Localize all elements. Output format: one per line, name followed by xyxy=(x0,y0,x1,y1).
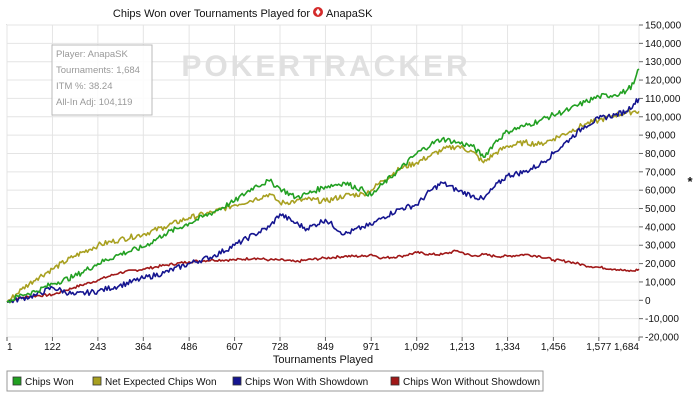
x-tick-label: 122 xyxy=(44,342,61,353)
chart-title: Chips Won over Tournaments Played for xyxy=(113,8,310,20)
x-tick-label: 1,577 xyxy=(586,342,611,353)
x-tick-label: 728 xyxy=(272,342,289,353)
legend-swatch xyxy=(92,376,102,386)
watermark: POKERTRACKER xyxy=(181,50,470,83)
y-tick-label: 110,000 xyxy=(645,94,681,105)
player-icon xyxy=(313,7,323,17)
y-tick-label: 100,000 xyxy=(645,112,682,123)
series-line xyxy=(6,109,640,303)
legend-label: Net Expected Chips Won xyxy=(105,377,217,388)
y-tick-label: 130,000 xyxy=(645,57,682,68)
y-tick-label: -10,000 xyxy=(645,314,679,325)
y-tick-label: -20,000 xyxy=(645,333,679,344)
info-box-line: Player: AnapaSK xyxy=(56,49,128,60)
series-line xyxy=(6,68,640,304)
legend-swatch xyxy=(12,376,22,386)
y-tick-label: 0 xyxy=(645,296,651,307)
y-tick-label: 30,000 xyxy=(645,241,676,252)
x-tick-label: 607 xyxy=(226,342,243,353)
legend-swatch xyxy=(390,376,400,386)
series-line xyxy=(6,249,640,303)
info-box-line: All-In Adj: 104,119 xyxy=(56,97,132,108)
y-tick-label: 90,000 xyxy=(645,131,676,142)
series-lines xyxy=(6,68,640,304)
x-tick-label: 1 xyxy=(7,342,13,353)
x-tick-label: 1,334 xyxy=(495,342,520,353)
y-tick-label: 10,000 xyxy=(645,277,676,288)
y-tick-label: 140,000 xyxy=(645,39,682,50)
legend-label: Chips Won xyxy=(25,377,74,388)
y-axis-label: * xyxy=(687,174,693,189)
grid-lines-y xyxy=(7,24,639,338)
y-tick-label: 70,000 xyxy=(645,167,676,178)
y-tick-label: 60,000 xyxy=(645,186,676,197)
y-tick-label: 40,000 xyxy=(645,222,676,233)
x-tick-label: 1,684 xyxy=(614,342,639,353)
x-tick-label: 971 xyxy=(363,342,380,353)
x-axis-label: Tournaments Played xyxy=(273,354,373,366)
x-tick-label: 1,213 xyxy=(450,342,475,353)
x-axis: 1 122 243 364 486 607 728 849 971 1,092 1,213 1,334… xyxy=(6,337,640,353)
x-tick-label: 849 xyxy=(317,342,334,353)
y-tick-label: 120,000 xyxy=(645,76,682,87)
y-tick-label: 80,000 xyxy=(645,149,676,160)
info-box xyxy=(51,44,153,116)
legend-swatch xyxy=(232,376,242,386)
info-box-line: Tournaments: 1,684 xyxy=(56,65,140,76)
y-axis: -20,000 -10,000 0 10,000 20,000 30,000 40,000 5… xyxy=(639,21,682,344)
y-tick-label: 150,000 xyxy=(645,21,682,32)
y-tick-label: 50,000 xyxy=(645,204,676,215)
player-name: AnapaSK xyxy=(326,8,373,20)
x-tick-label: 1,092 xyxy=(404,342,429,353)
series-line xyxy=(6,98,640,304)
x-tick-label: 486 xyxy=(181,342,198,353)
legend-label: Chips Won With Showdown xyxy=(245,377,368,388)
y-tick-label: 20,000 xyxy=(645,259,676,270)
legend: Chips Won Net Expected Chips Won Chips Won… xyxy=(12,376,540,388)
info-box-line: ITM %: 38.24 xyxy=(56,81,113,92)
legend-box xyxy=(6,370,544,392)
x-tick-label: 1,456 xyxy=(541,342,566,353)
info-box-lines: Player: AnapaSK Tournaments: 1,684 ITM %: … xyxy=(56,49,140,108)
legend-label: Chips Won Without Showdown xyxy=(403,377,540,388)
x-tick-label: 243 xyxy=(90,342,107,353)
x-tick-label: 364 xyxy=(135,342,152,353)
